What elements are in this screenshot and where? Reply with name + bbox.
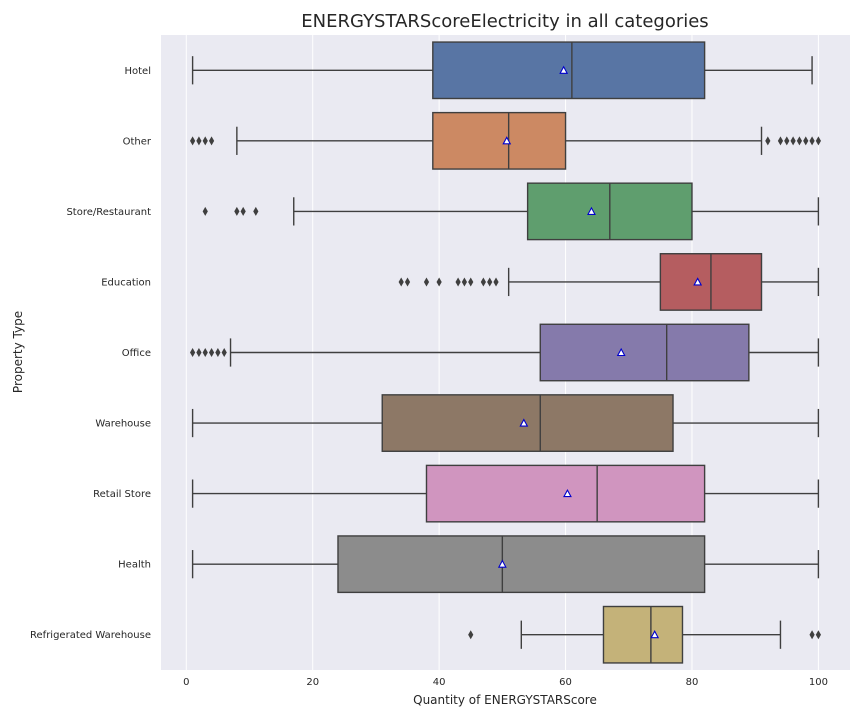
outlier-point [202,136,208,146]
box-other [190,111,821,170]
y-tick-label: Other [123,136,152,147]
iqr-box [381,394,674,452]
outlier-point [196,348,202,357]
mean-marker [519,418,529,427]
y-tick-label: Refrigerated Warehouse [30,630,151,641]
y-tick-label: Education [101,277,151,288]
outlier-point [815,136,821,146]
y-tick-label: Warehouse [95,419,151,430]
outlier-point [234,206,240,216]
outlier-point [809,136,815,146]
outlier-point [468,630,474,640]
outlier-point [253,206,259,216]
x-tick-label: 80 [686,677,699,688]
y-tick-label: Health [118,560,151,571]
y-tick-label: Retail Store [93,489,151,500]
iqr-box [432,41,706,100]
y-axis-label: Property Type [11,311,25,393]
outlier-point [215,348,221,357]
box-health [191,535,820,594]
outlier-point [461,277,468,287]
iqr-box [539,323,750,382]
outlier-point [208,136,215,146]
boxes [190,41,821,664]
y-tick-labels: Hotel Other Store/Restaurant Education Offic… [30,66,152,641]
box-retail-store [191,464,820,523]
outlier-point [480,277,486,287]
box-warehouse [191,394,820,452]
iqr-box [602,605,684,664]
y-tick-label: Office [122,348,151,359]
x-tick-labels: 0 20 40 60 80 100 [183,677,828,688]
box-store-restaurant [202,182,820,241]
x-axis-label: Quantity of ENERGYSTARScore [413,693,597,707]
outlier-point [404,277,411,287]
x-tick-label: 0 [183,677,189,688]
outlier-point [240,206,246,216]
mean-marker [650,630,660,639]
outlier-point [455,277,461,287]
mean-marker [693,277,703,286]
outlier-point [487,277,493,287]
outlier-point [777,136,784,146]
outlier-point [790,136,796,146]
outlier-point [221,348,227,357]
mean-marker [587,206,596,215]
outlier-point [436,277,442,287]
y-tick-label: Store/Restaurant [66,207,151,218]
outlier-point [765,136,771,146]
iqr-box [432,111,567,170]
box-education [398,253,820,311]
mean-marker [559,65,569,74]
chart-title: ENERGYSTARScoreElectricity in all catego… [301,11,708,32]
outlier-point [815,630,821,640]
mean-marker [616,347,626,357]
x-tick-label: 20 [306,677,319,688]
outlier-point [803,136,809,146]
outlier-point [784,136,790,146]
mean-marker [563,488,572,498]
outlier-point [208,348,215,357]
outlier-point [809,630,815,640]
outlier-point [202,348,208,357]
outlier-point [423,277,430,287]
outlier-point [493,277,499,287]
outlier-point [796,136,803,146]
outlier-point [190,136,196,146]
iqr-box [337,535,706,594]
outlier-point [196,136,202,146]
mean-marker [497,559,507,568]
outlier-point [202,206,208,216]
mean-marker [502,136,512,145]
x-tick-label: 40 [433,677,446,688]
x-tick-label: 100 [809,677,828,688]
outlier-point [398,277,404,287]
box-office [190,323,820,382]
outlier-point [468,277,474,287]
y-tick-label: Hotel [125,66,152,77]
box-hotel [191,41,813,100]
x-tick-label: 60 [559,677,572,688]
outlier-point [190,348,196,357]
box-refrigerated-warehouse [468,605,821,664]
